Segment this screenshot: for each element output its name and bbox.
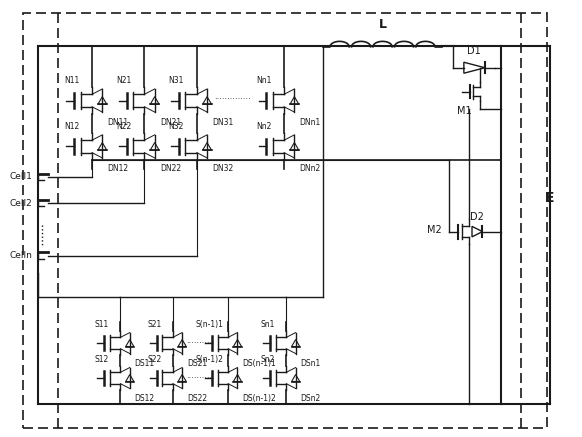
Text: S12: S12 [95, 355, 109, 364]
Text: DSn1: DSn1 [300, 359, 321, 368]
Text: Nn2: Nn2 [256, 122, 271, 131]
Text: DS11: DS11 [134, 359, 155, 368]
Text: DN31: DN31 [212, 118, 233, 127]
Text: DS22: DS22 [187, 394, 207, 403]
Text: N22: N22 [116, 122, 132, 131]
Text: S21: S21 [147, 320, 161, 329]
Text: DS(n-1)2: DS(n-1)2 [242, 394, 276, 403]
Text: DN22: DN22 [160, 164, 181, 173]
Text: Sn1: Sn1 [261, 320, 275, 329]
Text: N11: N11 [64, 76, 79, 85]
Text: DN32: DN32 [212, 164, 233, 173]
Text: DN21: DN21 [160, 118, 181, 127]
Text: E: E [545, 191, 555, 205]
Text: DS(n-1)1: DS(n-1)1 [242, 359, 276, 368]
Text: D1: D1 [467, 46, 481, 56]
Text: S11: S11 [95, 320, 109, 329]
Text: M2: M2 [427, 225, 442, 235]
Text: N21: N21 [116, 76, 132, 85]
Text: M1: M1 [456, 106, 471, 116]
Text: DN11: DN11 [108, 118, 129, 127]
Text: N31: N31 [169, 76, 184, 85]
Text: DSn2: DSn2 [300, 394, 321, 403]
Text: D2: D2 [470, 212, 484, 222]
Text: Cell2: Cell2 [10, 199, 33, 208]
Text: ..........: .......... [186, 336, 212, 345]
Text: ..........: .......... [186, 371, 212, 380]
Text: DNn2: DNn2 [300, 164, 321, 173]
Text: S(n-1)2: S(n-1)2 [196, 355, 223, 364]
Text: Sn2: Sn2 [261, 355, 275, 364]
Text: DS12: DS12 [134, 394, 155, 403]
Text: S22: S22 [147, 355, 161, 364]
Text: N32: N32 [169, 122, 184, 131]
Text: Celln: Celln [10, 251, 33, 260]
Text: S(n-1)1: S(n-1)1 [196, 320, 223, 329]
Text: DNn1: DNn1 [300, 118, 321, 127]
Text: ..............: .............. [214, 92, 251, 101]
Text: DS21: DS21 [187, 359, 207, 368]
Text: Cell1: Cell1 [10, 173, 33, 181]
Text: DN12: DN12 [108, 164, 129, 173]
Text: N12: N12 [64, 122, 79, 131]
Text: Nn1: Nn1 [256, 76, 271, 85]
Text: L: L [379, 18, 386, 31]
